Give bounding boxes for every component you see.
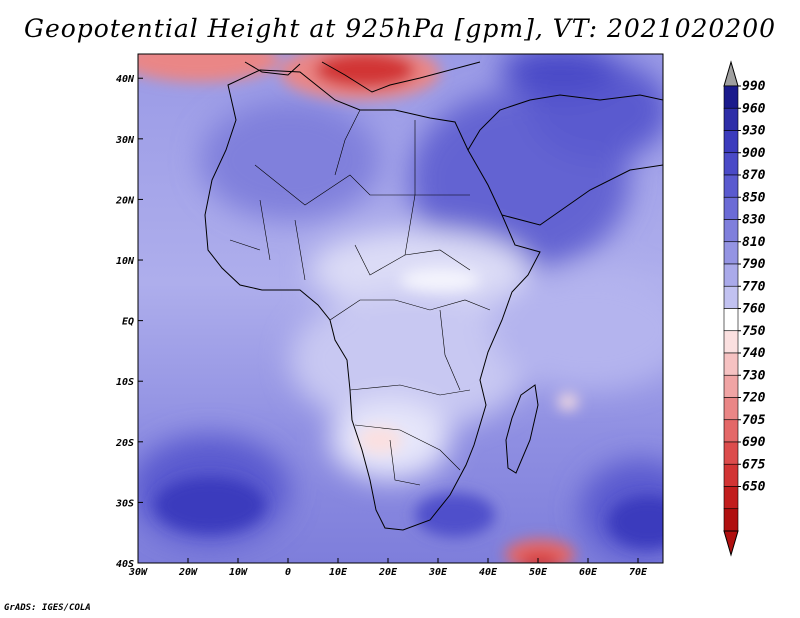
- colorbar-label: 930: [742, 124, 766, 139]
- colorbar-label: 960: [742, 101, 766, 116]
- arabia-asia-coastline: [467, 94, 663, 226]
- madagascar-coastline: [505, 384, 539, 474]
- field-med-low-core: [315, 54, 415, 88]
- footer-credit: GrADS: IGES/COLA: [4, 603, 91, 613]
- colorbar-swatch: [723, 374, 739, 398]
- colorbar-swatch: [723, 419, 739, 443]
- field-caspian-high: [500, 54, 620, 95]
- border-botswana-sa: [389, 439, 421, 486]
- y-tick-label: 20N: [115, 195, 135, 206]
- colorbar: 990 960 930 900 870 850 830 810 790 770 760 750 740 7…: [723, 60, 766, 557]
- border-libya-egypt: [404, 120, 416, 256]
- height-field: [138, 54, 663, 563]
- border-algeria-libya: [334, 109, 361, 176]
- chart-title: Geopotential Height at 925hPa [gpm], VT:…: [23, 14, 777, 43]
- colorbar-swatch: [723, 85, 739, 109]
- colorbar-label: 830: [742, 213, 766, 228]
- x-tick-label: 60E: [579, 567, 598, 578]
- colorbar-swatch: [723, 174, 739, 198]
- colorbar-swatch: [723, 285, 739, 309]
- colorbar-label: 650: [742, 480, 766, 495]
- colorbar-label: 990: [742, 79, 766, 94]
- y-axis: 40N 30N 20N 10N EQ 10S 20S 30S 40S: [115, 74, 143, 570]
- colorbar-label: 850: [742, 190, 766, 205]
- x-tick-label: 20W: [178, 567, 198, 578]
- field-southern-low: [505, 539, 575, 563]
- x-tick-label: 30W: [128, 567, 148, 578]
- coastlines: [204, 61, 663, 531]
- border-namibia-botswana: [354, 424, 461, 471]
- colorbar-label: 730: [742, 368, 766, 383]
- field-madagascar-low: [558, 394, 578, 410]
- colorbar-swatch: [723, 263, 739, 287]
- colorbar-label: 740: [742, 346, 766, 361]
- colorbar-label: 720: [742, 391, 766, 406]
- y-tick-label: 10N: [116, 256, 135, 267]
- colorbar-label: 675: [742, 457, 766, 472]
- colorbar-swatch: [723, 352, 739, 376]
- colorbar-label: 690: [742, 435, 766, 450]
- colorbar-swatch: [723, 241, 739, 265]
- colorbar-label: 810: [742, 235, 766, 250]
- border-central-africa: [329, 299, 491, 321]
- colorbar-swatch: [723, 508, 739, 532]
- colorbar-swatch: [723, 107, 739, 131]
- colorbar-swatch: [723, 486, 739, 510]
- y-tick-label: 20S: [115, 438, 134, 449]
- country-borders: [229, 109, 491, 486]
- colorbar-label: 790: [742, 257, 766, 272]
- field-kalahari-low: [358, 426, 402, 454]
- field-atlantic-high-core: [155, 477, 265, 533]
- colorbar-top-arrow: [723, 60, 739, 87]
- colorbar-label: 770: [742, 279, 766, 294]
- colorbar-bottom-arrow: [723, 530, 739, 557]
- colorbar-swatch: [723, 330, 739, 354]
- border-east-africa: [439, 309, 461, 391]
- colorbar-swatch: [723, 397, 739, 421]
- colorbar-label: 705: [742, 413, 766, 428]
- colorbar-swatch: [723, 441, 739, 465]
- colorbar-swatch: [723, 130, 739, 154]
- x-tick-label: 70E: [629, 567, 648, 578]
- europe-coastline: [244, 61, 481, 93]
- field-west-sahara: [200, 100, 380, 220]
- colorbar-swatch: [723, 196, 739, 220]
- colorbar-swatch: [723, 152, 739, 176]
- border-sahara: [254, 164, 470, 206]
- x-tick-label: 0: [285, 567, 291, 578]
- y-tick-label: 30N: [115, 135, 135, 146]
- map-frame: [137, 53, 664, 564]
- border-west-africa: [229, 199, 306, 281]
- y-tick-label: EQ: [122, 317, 134, 328]
- y-tick-label: 40N: [116, 74, 135, 85]
- field-sudan-low: [400, 268, 480, 292]
- x-tick-label: 10W: [229, 567, 248, 578]
- x-tick-label: 10E: [329, 567, 348, 578]
- colorbar-label: 870: [742, 168, 766, 183]
- colorbar-label: 750: [742, 324, 766, 339]
- field-indian-ocean: [490, 270, 663, 390]
- field-southern-low-core: [520, 554, 560, 563]
- y-tick-label: 30S: [115, 498, 134, 509]
- colorbar-label: 900: [742, 146, 766, 161]
- x-tick-label: 50E: [529, 567, 548, 578]
- field-iberia-low: [138, 54, 280, 82]
- x-tick-label: 30E: [428, 567, 448, 578]
- x-tick-label: 20E: [378, 567, 398, 578]
- y-tick-label: 10S: [116, 377, 134, 388]
- border-chad-sudan: [354, 244, 471, 276]
- colorbar-swatch: [723, 219, 739, 243]
- y-tick-label: 40S: [116, 559, 134, 570]
- x-axis: 30W 20W 10W 0 10E 20E 30E 40E 50E 60E 70E: [128, 558, 648, 578]
- colorbar-swatch: [723, 308, 739, 332]
- field-agulhas-high: [415, 493, 495, 537]
- africa-coastline: [204, 69, 541, 531]
- border-angola-zambia: [349, 384, 471, 396]
- colorbar-label: 760: [742, 302, 766, 317]
- colorbar-swatch: [723, 463, 739, 487]
- field-indian-high-core: [608, 496, 663, 548]
- x-tick-label: 40E: [479, 567, 498, 578]
